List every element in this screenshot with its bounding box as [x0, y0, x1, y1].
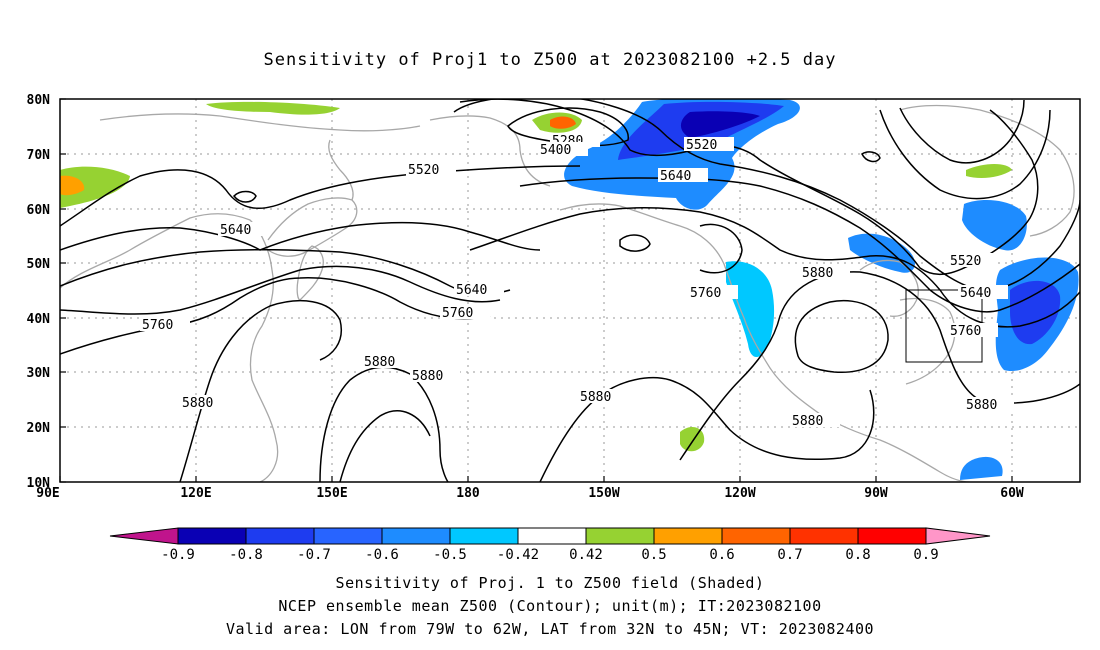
colorbar-swatch — [789, 527, 859, 545]
lon-label-90e: 90E — [36, 486, 59, 501]
shading-positive-arctic-west — [206, 101, 340, 115]
plot-title: Sensitivity of Proj1 to Z500 at 20230821… — [263, 50, 837, 70]
colorbar-label: -0.8 — [229, 547, 263, 563]
lon-label-60w: 60W — [1000, 486, 1024, 501]
shading-negative-atlantic-core — [1010, 280, 1061, 345]
contour-label: 5520 — [686, 138, 717, 153]
contour-label: 5880 — [580, 390, 611, 405]
coastlines — [60, 104, 1075, 482]
shading-positive-siberia — [60, 166, 130, 208]
colorbar-label: 0.7 — [777, 547, 802, 563]
shading-negative-pacific-inner — [680, 111, 760, 138]
contour-label: 5640 — [220, 223, 251, 238]
colorbar-label: -0.5 — [433, 547, 467, 563]
caption-valid-area: Valid area: LON from 79W to 62W, LAT fro… — [225, 620, 875, 638]
colorbar-label: 0.8 — [845, 547, 870, 563]
lat-label-60n: 60N — [27, 203, 51, 218]
colorbar-label: -0.7 — [297, 547, 331, 563]
colorbar-swatch — [449, 527, 519, 545]
colorbar-swatch — [313, 527, 383, 545]
colorbar-below-triangle — [109, 527, 179, 545]
shading-positive-bering-core — [550, 116, 576, 129]
contour-label: 5880 — [364, 355, 395, 370]
colorbar-swatch — [381, 527, 451, 545]
contour-label: 5880 — [802, 266, 833, 281]
lat-label-30n: 30N — [27, 366, 51, 381]
caption-shaded: Sensitivity of Proj. 1 to Z500 field (Sh… — [335, 574, 765, 592]
colorbar-label: -0.9 — [161, 547, 195, 563]
contour-label: 5880 — [966, 398, 997, 413]
map-frame — [59, 98, 1081, 483]
contour-label: 5880 — [792, 414, 823, 429]
map-gridlines — [60, 99, 1080, 482]
lon-label-150e: 150E — [316, 486, 347, 501]
contour-label: 5760 — [690, 286, 721, 301]
colorbar-swatch — [857, 527, 927, 545]
lat-label-50n: 50N — [27, 257, 51, 272]
lat-label-80n: 80N — [27, 93, 51, 108]
contour-label: 5520 — [408, 163, 439, 178]
contour-labels: 5280 5400 5520 5520 5640 5640 5640 5760 … — [140, 133, 1014, 429]
axis-ticks — [59, 98, 1013, 483]
colorbar-label: 0.6 — [709, 547, 734, 563]
sensitivity-shading — [60, 99, 1079, 480]
colorbar: -0.9 -0.8 -0.7 -0.6 -0.5 -0.42 0.42 0.5 0.6 0.7 0.… — [109, 527, 991, 563]
contour-label: 5640 — [660, 169, 691, 184]
lon-label-150w: 150W — [588, 486, 619, 501]
colorbar-swatch — [177, 527, 247, 545]
lon-label-120w: 120W — [724, 486, 755, 501]
contour-label: 5400 — [540, 143, 571, 158]
caption-contour: NCEP ensemble mean Z500 (Contour); unit(… — [278, 597, 822, 615]
lat-label-40n: 40N — [27, 312, 51, 327]
colorbar-swatch — [721, 527, 791, 545]
shading-negative-hudson — [848, 233, 915, 273]
contour-label: 5520 — [950, 254, 981, 269]
shading-negative-labrador — [962, 200, 1027, 251]
colorbar-swatch — [245, 527, 315, 545]
colorbar-label: 0.9 — [913, 547, 938, 563]
lon-label-120e: 120E — [180, 486, 211, 501]
shading-positive-siberia-core — [60, 175, 85, 196]
colorbar-swatch — [653, 527, 723, 545]
contour-label: 5880 — [412, 369, 443, 384]
contour-label: 5640 — [960, 286, 991, 301]
lat-label-20n: 20N — [27, 421, 51, 436]
lat-label-10n: 10N — [27, 476, 51, 491]
lon-label-90w: 90W — [864, 486, 888, 501]
colorbar-label: 0.5 — [641, 547, 666, 563]
lon-label-180: 180 — [456, 486, 480, 501]
colorbar-label: 0.42 — [569, 547, 603, 563]
shading-negative-west-us — [726, 261, 775, 358]
colorbar-label: -0.42 — [497, 547, 539, 563]
colorbar-label: -0.6 — [365, 547, 399, 563]
colorbar-swatch — [517, 527, 587, 545]
contour-label: 5880 — [182, 396, 213, 411]
contour-label: 5760 — [142, 318, 173, 333]
shading-negative-caribbean — [960, 456, 1003, 480]
shading-positive-greenland — [966, 164, 1012, 178]
contour-label: 5760 — [950, 324, 981, 339]
lat-label-70n: 70N — [27, 148, 51, 163]
colorbar-above-triangle — [925, 527, 991, 545]
contour-label: 5760 — [442, 306, 473, 321]
colorbar-swatch — [585, 527, 655, 545]
z500-contours — [60, 99, 1080, 482]
contour-label: 5640 — [456, 283, 487, 298]
